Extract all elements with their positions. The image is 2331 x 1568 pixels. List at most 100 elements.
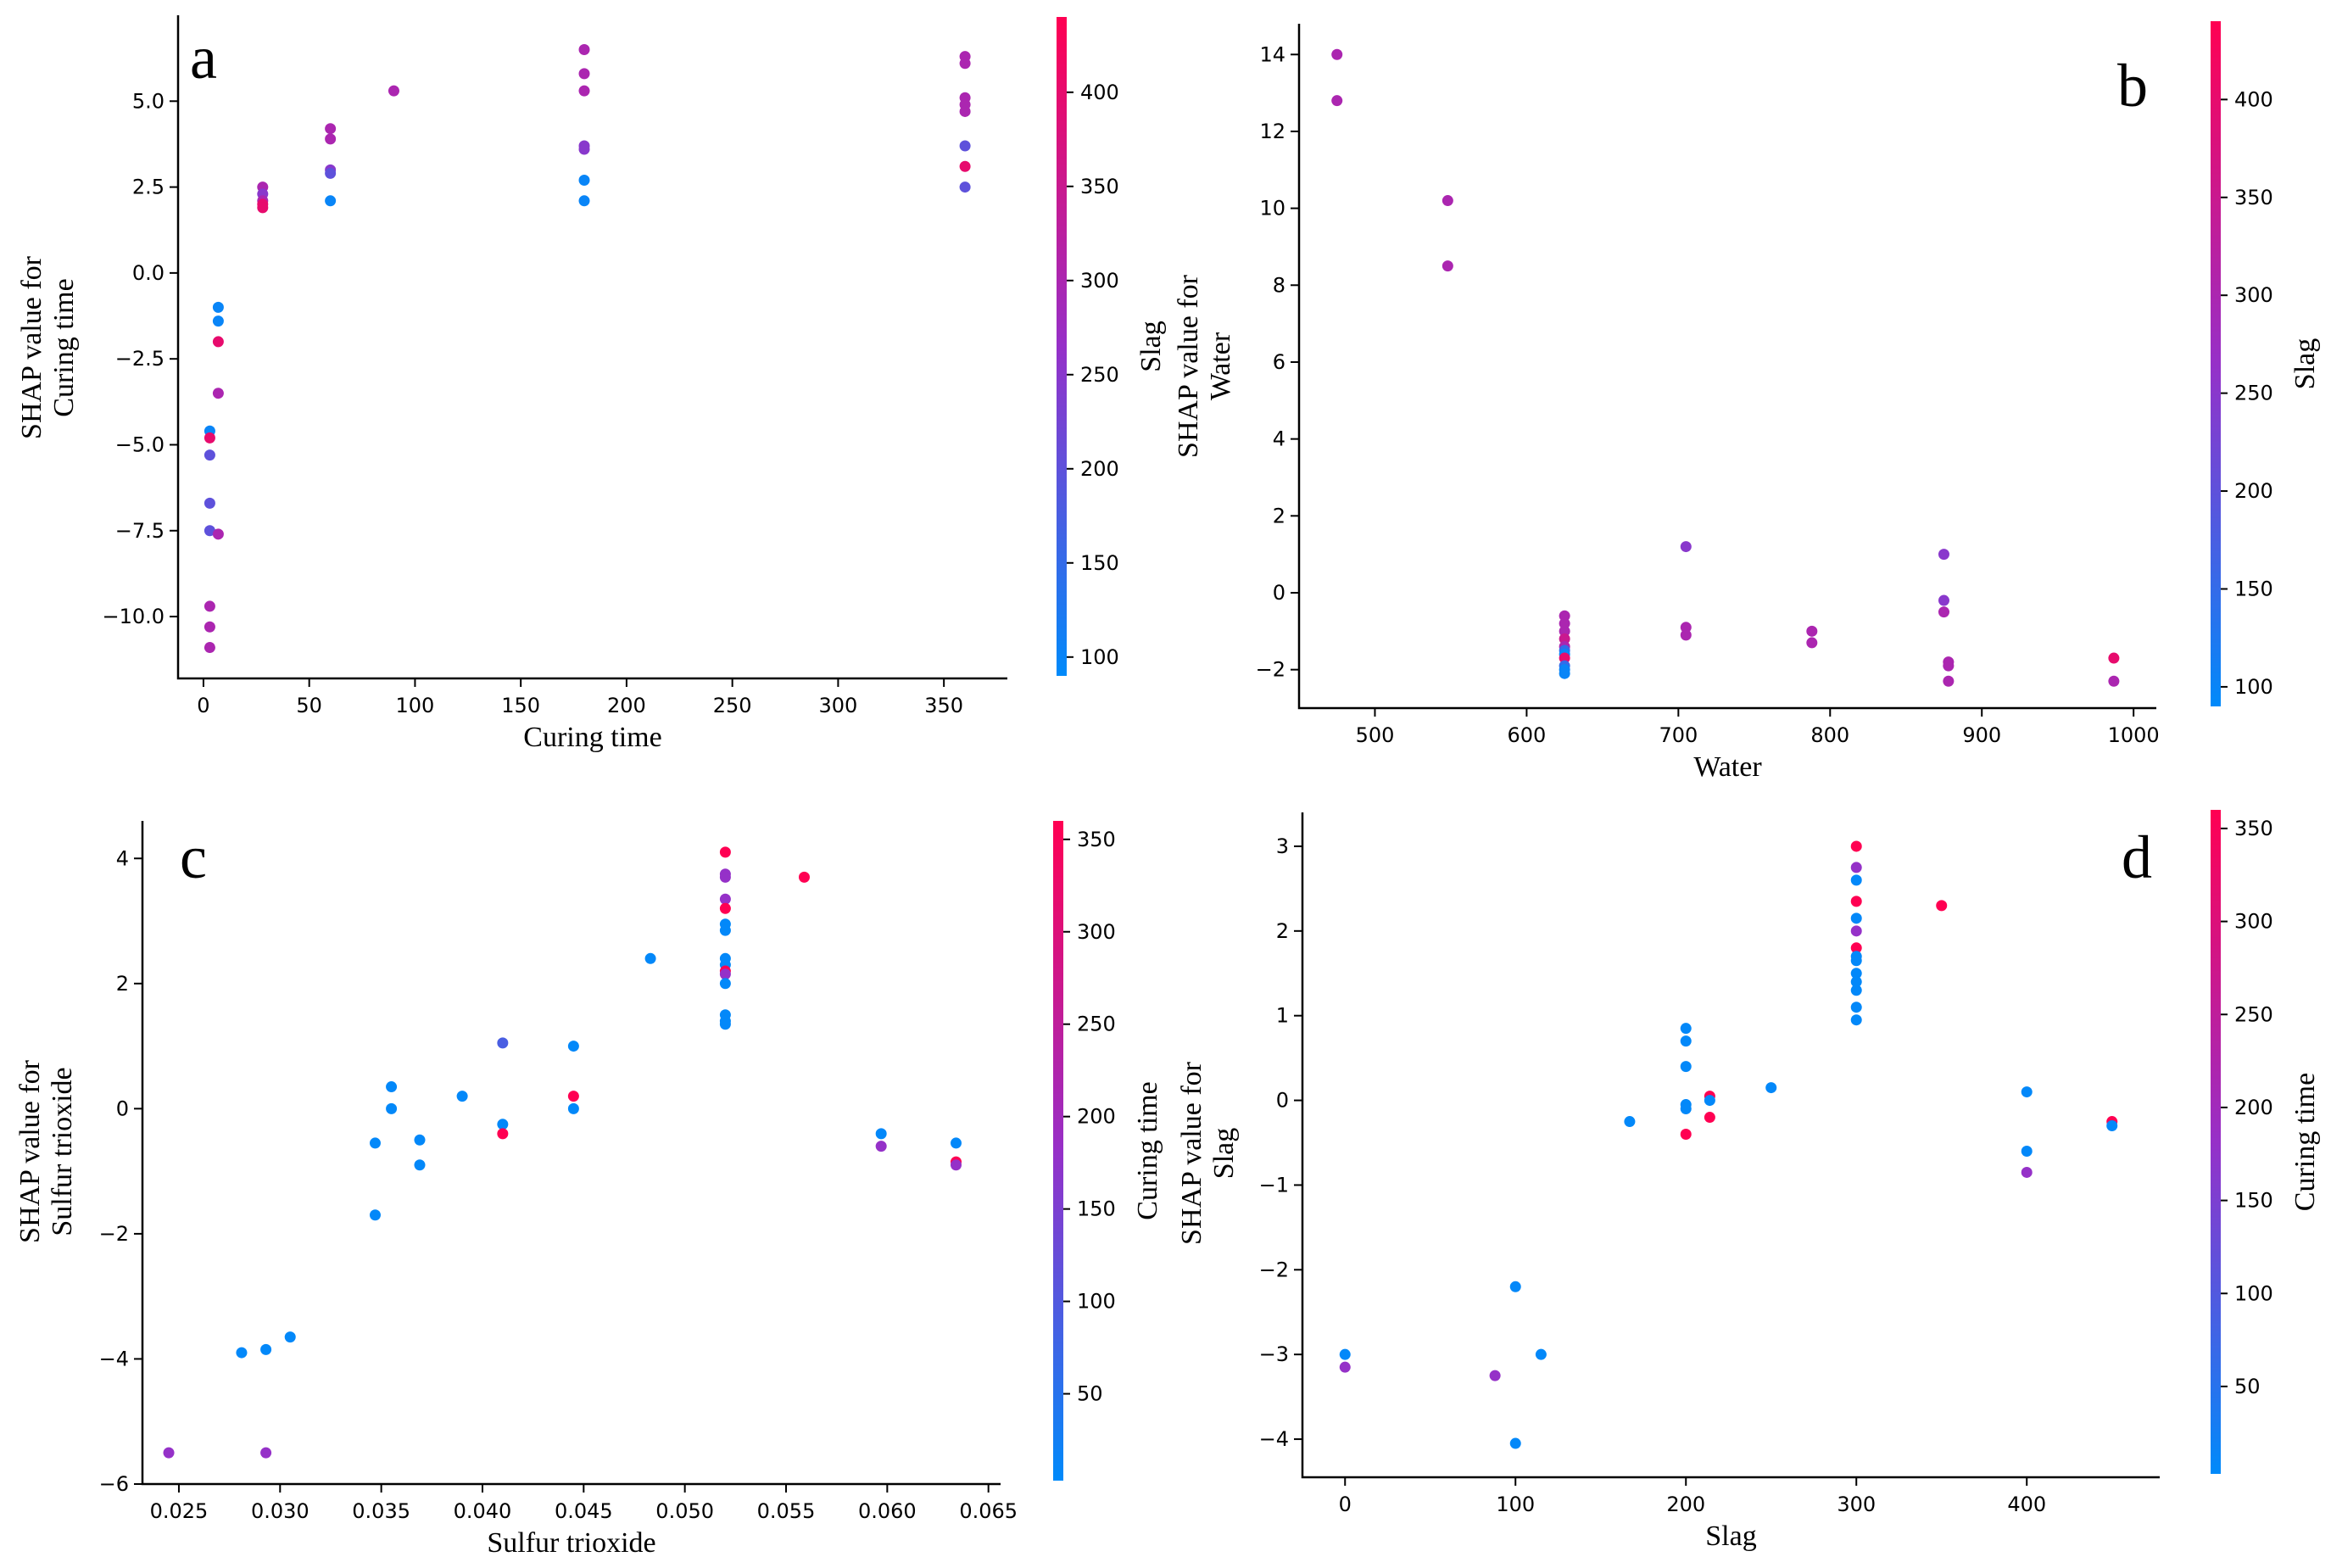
data-point [875,1128,887,1140]
x-tick-label: 200 [1666,1493,1705,1516]
data-point [212,336,224,348]
data-point [257,202,269,214]
axis-spine [1301,812,2160,1479]
data-point [1442,195,1453,207]
data-point [1509,1281,1521,1292]
data-point [578,44,590,56]
x-tick-label: 0.065 [959,1499,1018,1523]
data-point [1850,874,1862,886]
x-tick-label: 0 [197,694,209,717]
data-point [1535,1348,1547,1360]
colorbar-tick-label: 300 [2234,910,2273,934]
y-axis-title-line: SHAP value for [14,1059,46,1243]
y-tick-label: 0 [116,1096,129,1120]
data-point [719,893,731,905]
x-axis-title: Curing time [523,722,661,753]
y-tick-label: 14 [1259,42,1285,66]
data-point [2108,652,2120,664]
y-tick-label: 2 [116,972,129,996]
data-point [959,140,971,152]
colorbar-tick-label: 50 [1077,1382,1103,1406]
data-point [578,143,590,155]
data-point [1331,48,1343,60]
y-axis-title-line: SHAP value for [16,255,47,439]
data-point [1850,968,1862,979]
colorbar-tick-label: 100 [2234,1281,2273,1305]
y-axis-title-line: SHAP value for [1173,274,1204,458]
data-point [1559,652,1570,664]
data-point [1850,1014,1862,1026]
data-point [212,528,224,540]
y-axis-title-line: Curing time [48,278,80,416]
colorbar-tick-label: 250 [2234,382,2273,405]
data-point [204,600,215,612]
colorbar-tick-label: 100 [1077,1290,1116,1314]
data-point [204,449,215,461]
colorbar-tick-label: 200 [1077,1105,1116,1129]
data-point [959,181,971,193]
colorbar-title: Curing time [1132,1081,1163,1219]
data-point [578,68,590,80]
panel-label: c [180,823,207,891]
data-point [1850,912,1862,924]
x-tick-label: 0.060 [858,1499,917,1523]
data-point [1704,1112,1715,1124]
data-point [959,58,971,70]
x-axis-title: Slag [1705,1521,1756,1552]
x-tick-label: 600 [1508,723,1547,747]
x-tick-label: 0.050 [655,1499,714,1523]
data-point [284,1331,296,1343]
panel-c: 0.025 0.030 0.035 0.040 0.045 0.050 0.055 0.060… [14,821,1163,1559]
colorbar-tick-label: 200 [2234,1096,2273,1119]
y-axis-title-line: Slag [1208,1128,1240,1179]
y-tick-label: 3 [1276,834,1289,858]
y-tick-label: 1 [1276,1004,1289,1028]
panel-a: 0 50 100 150 200 250 300 350 −10.0 −7.5 −5.0 −2.5 0.… [16,15,1167,753]
colorbar-tick-label: 50 [2234,1375,2261,1398]
y-tick-label: 5.0 [132,89,165,113]
data-point [1765,1082,1777,1094]
data-point [1339,1361,1351,1373]
data-point [1850,896,1862,907]
y-tick-label: −7.5 [115,519,165,543]
colorbar-title: Slag [1135,321,1167,371]
x-tick-label: 0 [1339,1493,1352,1516]
y-tick-label: −10.0 [102,605,165,628]
data-point [1680,1061,1692,1073]
data-point [1559,625,1570,637]
data-point [369,1137,381,1149]
y-tick-label: 0.0 [132,261,165,285]
data-point [204,497,215,509]
x-tick-label: 800 [1810,723,1849,747]
data-point [1559,610,1570,622]
data-point [1850,862,1862,873]
colorbar-tick-label: 300 [2234,283,2273,307]
colorbar-tick-label: 150 [2234,577,2273,600]
y-axis-title: SHAP value for Curing time [16,255,80,439]
colorbar-tick-label: 400 [2234,87,2273,111]
data-point [1680,1103,1692,1115]
data-point [1943,660,1955,672]
y-tick-label: 0 [1276,1089,1289,1113]
data-point [2021,1145,2033,1157]
data-point [497,1037,509,1049]
colorbar-tick-label: 250 [1077,1013,1116,1036]
data-point [386,1081,398,1093]
data-point [325,195,337,207]
data-point [1559,617,1570,629]
y-tick-label: 10 [1259,197,1285,220]
x-tick-label: 350 [924,694,963,717]
x-tick-label: 0.055 [757,1499,816,1523]
y-tick-label: 12 [1259,120,1285,143]
data-point [719,968,731,980]
y-tick-label: 2 [1276,919,1289,943]
data-point [950,1159,962,1171]
y-axis-title: SHAP value for Sulfur trioxide [14,1059,78,1243]
axis-spine [176,15,1007,680]
x-tick-label: 100 [396,694,435,717]
x-tick-label: 150 [501,694,540,717]
data-point [497,1128,509,1140]
data-point [1936,900,1948,912]
x-tick-label: 300 [819,694,858,717]
